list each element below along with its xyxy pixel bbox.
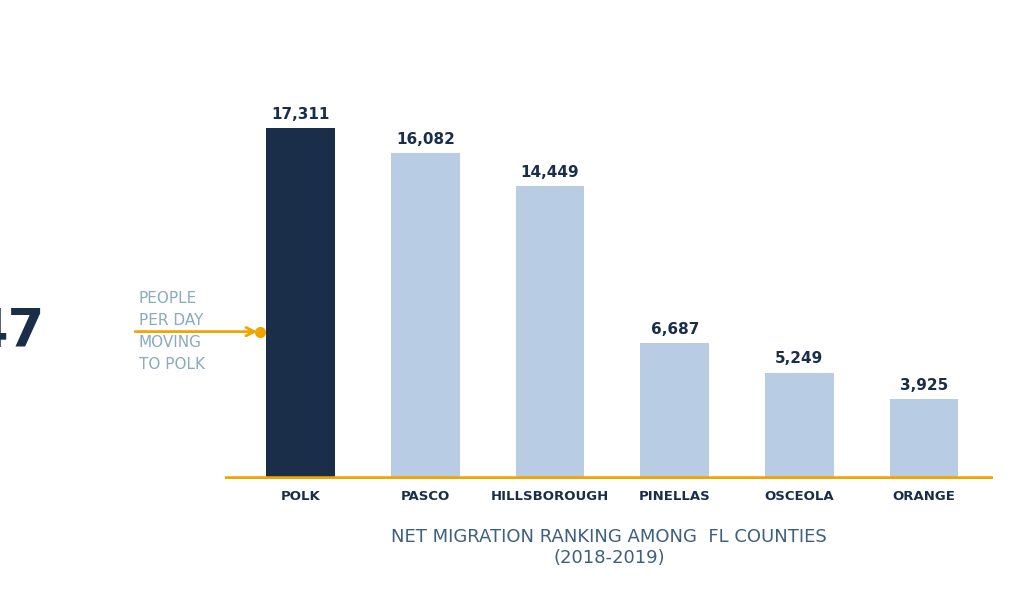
Text: 16,082: 16,082 [396, 132, 455, 147]
Bar [266, 128, 335, 479]
Text: PEOPLE
PER DAY
MOVING
TO POLK: PEOPLE PER DAY MOVING TO POLK [138, 291, 205, 373]
Text: 6,687: 6,687 [650, 322, 699, 337]
Text: 17,311: 17,311 [271, 107, 330, 122]
Text: 14,449: 14,449 [521, 165, 580, 180]
Bar [640, 343, 709, 479]
Bar [890, 399, 958, 479]
Text: 47: 47 [0, 306, 45, 357]
Text: 3,925: 3,925 [900, 378, 948, 394]
Bar [516, 186, 585, 479]
X-axis label: NET MIGRATION RANKING AMONG  FL COUNTIES
(2018-2019): NET MIGRATION RANKING AMONG FL COUNTIES … [391, 528, 827, 567]
Bar [765, 373, 834, 479]
Text: 5,249: 5,249 [775, 351, 823, 367]
Bar [391, 153, 460, 479]
